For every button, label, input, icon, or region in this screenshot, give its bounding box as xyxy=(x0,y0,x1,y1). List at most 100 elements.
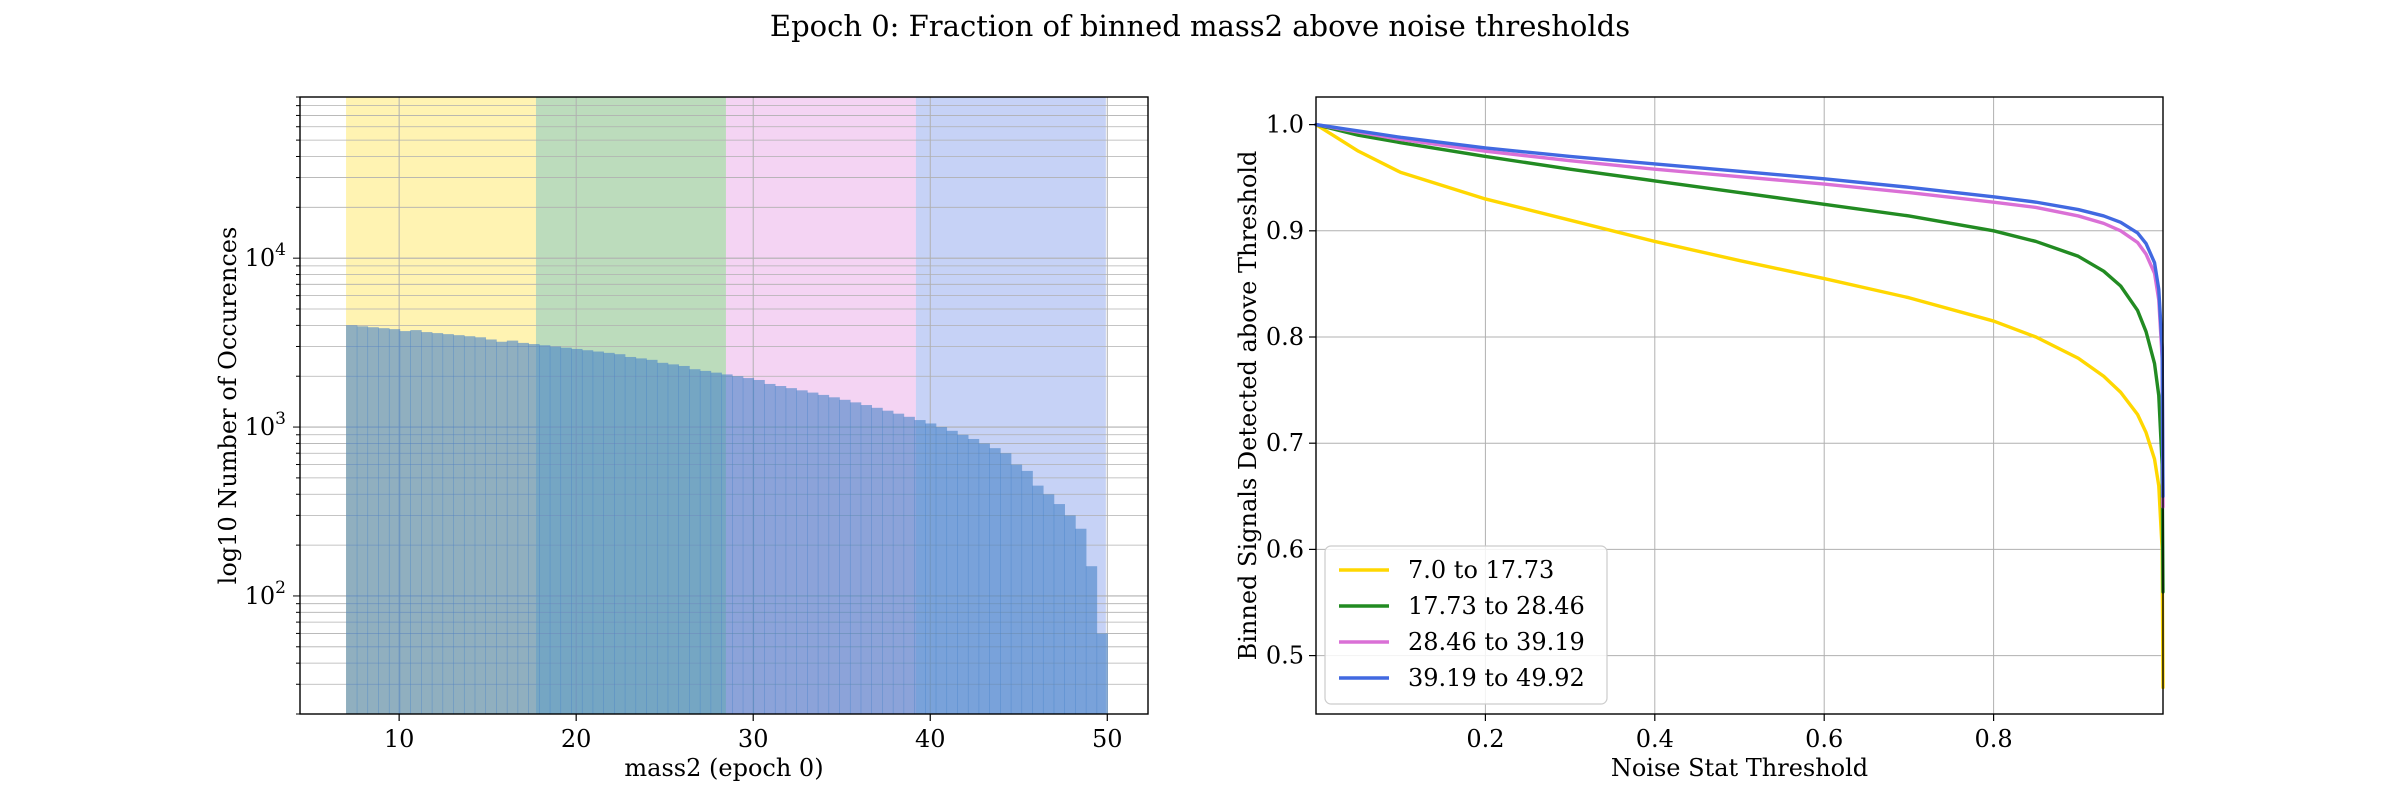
histogram-bar xyxy=(549,346,562,714)
legend-label: 39.19 to 49.92 xyxy=(1408,664,1585,692)
histogram-bar xyxy=(421,332,433,714)
y-tick-label: 103 xyxy=(245,409,286,441)
histogram-bar xyxy=(646,359,658,714)
series-line xyxy=(1314,122,2165,594)
histogram-bar xyxy=(1075,528,1087,714)
series-lines-layer xyxy=(1314,122,2165,690)
y-tick-label: 104 xyxy=(245,240,286,272)
axis-ticks-layer: 0.2 0.4 0.6 0.8 0.5 0.6 0.7 0.8 0.9 1.0 xyxy=(1266,111,2013,753)
plot-frame xyxy=(1315,96,2164,715)
histogram-bar xyxy=(796,390,808,714)
histogram-bar xyxy=(882,410,894,714)
histogram-bar xyxy=(485,339,497,714)
histogram-bar xyxy=(442,334,454,714)
histogram-bar xyxy=(903,416,915,714)
legend: 7.0 to 17.73 17.73 to 28.46 28.46 to 39.19… xyxy=(1324,545,1608,705)
histogram-bar xyxy=(1053,504,1065,714)
histogram-bar xyxy=(935,427,948,714)
histogram-bar xyxy=(463,336,476,714)
histogram-bar xyxy=(1032,485,1044,714)
histogram-bar xyxy=(346,325,358,714)
histogram-bar xyxy=(742,378,755,714)
histogram-bar xyxy=(474,337,487,714)
histogram-bars-layer xyxy=(346,325,1108,714)
histogram-bar xyxy=(839,399,851,714)
histogram-bar xyxy=(656,362,669,714)
histogram-bar xyxy=(732,376,744,714)
histogram-bar xyxy=(957,434,969,714)
histogram-bar xyxy=(399,331,411,714)
x-tick-label: 0.4 xyxy=(1636,725,1674,753)
y-tick-label: 0.8 xyxy=(1266,323,1304,351)
histogram-bar xyxy=(539,345,551,714)
axis-ticks-layer: 10 20 30 40 50 102 103 104 xyxy=(245,96,1123,753)
histogram-bar xyxy=(828,397,840,714)
x-tick-label: 0.8 xyxy=(1975,725,2013,753)
histogram-bar xyxy=(785,388,797,714)
histogram-bar xyxy=(592,351,604,714)
histogram-bar xyxy=(367,327,379,714)
x-axis-label: Noise Stat Threshold xyxy=(1611,754,1868,782)
histogram-bar xyxy=(528,344,540,714)
histogram-bar xyxy=(871,407,883,714)
histogram-bar xyxy=(774,386,787,714)
y-axis-label: log10 Number of Occurences xyxy=(214,227,242,585)
plot-frame xyxy=(299,96,1149,715)
y-tick-label: 1.0 xyxy=(1266,111,1304,139)
legend-box xyxy=(1324,545,1608,705)
histogram-bar xyxy=(581,350,594,714)
series-line xyxy=(1314,122,2165,498)
histogram-bar xyxy=(914,420,926,714)
y-tick-label: 0.9 xyxy=(1266,217,1304,245)
x-tick-label: 0.6 xyxy=(1805,725,1843,753)
legend-label: 28.46 to 39.19 xyxy=(1408,628,1585,656)
histogram-bar xyxy=(410,330,422,714)
histogram-bar xyxy=(721,374,733,714)
histogram-bar xyxy=(496,341,508,714)
histogram-bar xyxy=(1021,470,1033,714)
histogram-bar xyxy=(699,370,712,714)
histogram-bar xyxy=(967,438,980,714)
histogram-bar xyxy=(807,392,819,714)
y-axis-label: Binned Signals Detected above Threshold xyxy=(1234,151,1262,661)
histogram-bar xyxy=(667,364,680,714)
histogram-bar xyxy=(678,365,690,714)
histogram-bar xyxy=(892,413,905,714)
y-tick-label: 0.5 xyxy=(1266,642,1304,670)
series-line xyxy=(1314,122,2165,690)
x-tick-label: 50 xyxy=(1092,725,1123,753)
histogram-bar xyxy=(614,354,626,714)
x-tick-label: 40 xyxy=(915,725,946,753)
histogram-bar xyxy=(356,326,369,714)
threshold-lines-panel: 0.2 0.4 0.6 0.8 0.5 0.6 0.7 0.8 0.9 1.0 Noise Sta… xyxy=(1234,96,2165,782)
histogram-bar xyxy=(1000,453,1012,714)
y-tick-label: 102 xyxy=(245,578,286,610)
histogram-bar xyxy=(388,329,401,714)
histogram-bar xyxy=(817,394,830,714)
histogram-bar xyxy=(1064,515,1076,714)
x-tick-label: 0.2 xyxy=(1466,725,1504,753)
histogram-bar xyxy=(517,342,529,714)
x-axis-label: mass2 (epoch 0) xyxy=(624,754,823,782)
histogram-panel: 10 20 30 40 50 102 103 104 mass2 (epoch 0) log1… xyxy=(214,96,1149,782)
histogram-bar xyxy=(1085,566,1098,714)
histogram-bar xyxy=(989,448,1001,714)
histogram-bar xyxy=(1096,633,1108,714)
histogram-bar xyxy=(1042,494,1055,714)
series-line xyxy=(1314,122,2165,509)
y-tick-label: 0.7 xyxy=(1266,429,1304,457)
figure-suptitle: Epoch 0: Fraction of binned mass2 above … xyxy=(770,9,1630,43)
histogram-bar xyxy=(946,430,958,714)
histogram-bar xyxy=(571,348,583,714)
histogram-bar xyxy=(431,333,444,714)
x-tick-label: 30 xyxy=(738,725,769,753)
histogram-bar xyxy=(635,358,647,714)
histogram-bar xyxy=(978,443,990,714)
histogram-bar xyxy=(1010,464,1023,714)
x-tick-label: 20 xyxy=(561,725,592,753)
histogram-bar xyxy=(689,369,701,714)
histogram-bar xyxy=(860,405,873,714)
histogram-bar xyxy=(624,356,637,714)
x-tick-label: 10 xyxy=(384,725,415,753)
